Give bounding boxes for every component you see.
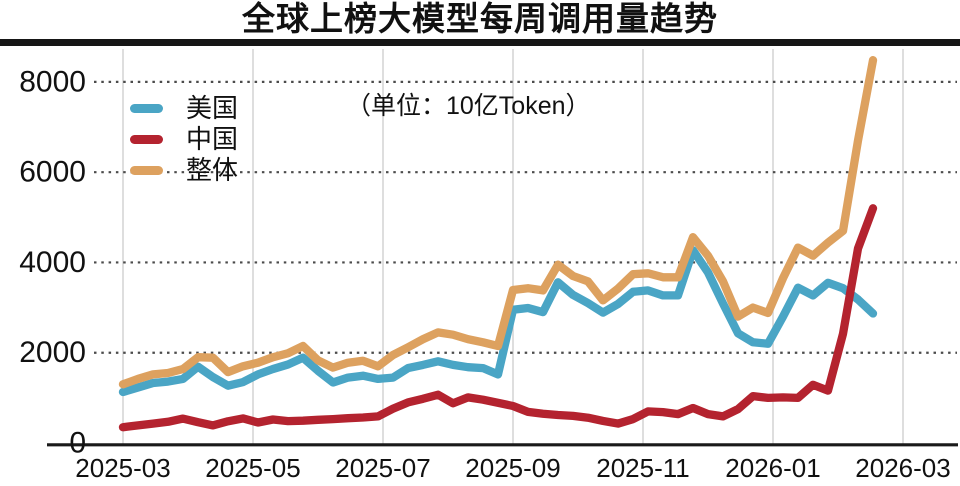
- x-tick-label: 2026-03: [855, 453, 950, 483]
- y-tick-label: 2000: [19, 336, 86, 369]
- legend-item-china: 中国: [130, 124, 238, 155]
- legend-label-china: 中国: [186, 124, 239, 154]
- legend: 美国 中国 整体: [130, 93, 238, 186]
- legend-item-total: 整体: [130, 155, 238, 186]
- y-axis-tick-labels: 0 2000 4000 6000 8000: [19, 65, 86, 459]
- dotted-gridlines: [94, 80, 957, 354]
- y-tick-label: 4000: [19, 246, 86, 279]
- total-line-swatch: [130, 166, 163, 175]
- series-line-china: [118, 204, 878, 432]
- chart-title: 全球上榜大模型每周调用量趋势: [242, 0, 718, 37]
- legend-item-us: 美国: [130, 93, 238, 124]
- x-axis-tick-labels: 2025-03 2025-05 2025-07 2025-09 2025-11 2026-…: [75, 453, 950, 483]
- data-series: [118, 56, 878, 432]
- x-tick-label: 2025-09: [465, 453, 560, 483]
- x-tick-label: 2025-07: [335, 453, 430, 483]
- china-line-swatch: [130, 135, 163, 144]
- x-tick-label: 2025-11: [596, 453, 690, 483]
- x-tick-label: 2025-05: [205, 453, 300, 483]
- legend-label-us: 美国: [186, 93, 239, 123]
- title-divider: [0, 39, 960, 46]
- unit-note: （单位：10亿Token）: [346, 92, 591, 120]
- series-line-us: [118, 246, 878, 397]
- us-line-swatch: [130, 104, 163, 113]
- x-tick-label: 2025-03: [75, 453, 170, 483]
- y-tick-label: 0: [69, 427, 86, 460]
- x-tick-label: 2026-01: [725, 453, 820, 483]
- y-tick-label: 6000: [19, 156, 86, 189]
- legend-label-total: 整体: [186, 155, 239, 185]
- series-line-total: [118, 56, 878, 389]
- y-tick-label: 8000: [19, 65, 86, 98]
